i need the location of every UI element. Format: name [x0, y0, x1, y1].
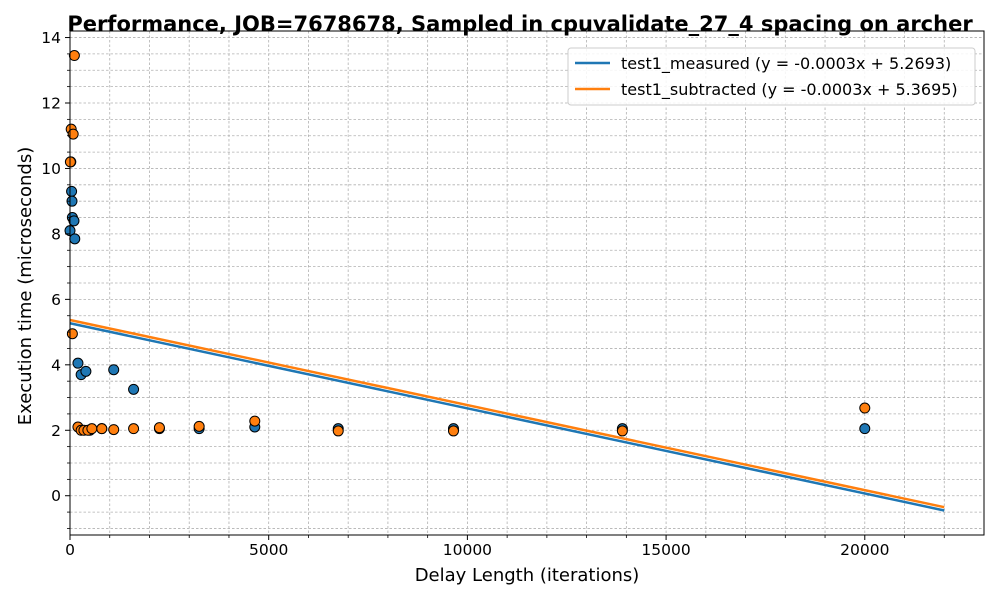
point-test1_measured [80, 365, 92, 377]
legend-label-measured: test1_measured (y = -0.0003x + 5.2693) [621, 54, 951, 74]
point-test1_subtracted [153, 422, 165, 434]
x-tick-label: 15000 [641, 541, 690, 559]
point-test1_subtracted [616, 425, 628, 437]
point-test1_subtracted [86, 423, 98, 435]
y-tick-label: 2 [51, 422, 61, 440]
point-test1_measured [68, 215, 80, 227]
point-test1_subtracted [67, 128, 79, 140]
data-points [64, 50, 871, 437]
legend-box [567, 47, 976, 106]
point-test1_measured [128, 383, 140, 395]
point-test1_subtracted [193, 420, 205, 432]
x-tick-label: 0 [65, 541, 75, 559]
point-test1_subtracted [332, 425, 344, 437]
legend: test1_measured (y = -0.0003x + 5.2693) t… [567, 47, 976, 106]
grid [70, 31, 984, 535]
y-axis-label: Execution time (microseconds) [15, 147, 36, 426]
x-tick-label: 10000 [443, 541, 492, 559]
point-test1_subtracted [68, 50, 80, 62]
point-test1_measured [69, 233, 81, 245]
y-tick-label: 4 [51, 356, 61, 374]
fit-lines [69, 318, 945, 512]
point-test1_measured [66, 195, 78, 207]
y-tick-label: 8 [51, 225, 61, 243]
x-axis-ticks: 0 5000 10000 15000 20000 [65, 535, 945, 559]
y-tick-label: 0 [51, 487, 61, 505]
y-tick-label: 6 [51, 291, 61, 309]
fit-line-test1_measured [69, 322, 945, 512]
point-test1_measured [859, 423, 871, 435]
point-test1_subtracted [66, 328, 78, 340]
x-axis-label: Delay Length (iterations) [415, 565, 640, 586]
y-axis-ticks: 0 2 4 6 8 10 12 14 [41, 29, 70, 529]
point-test1_measured [72, 357, 84, 369]
y-tick-label: 10 [41, 160, 61, 178]
point-test1_measured [66, 185, 78, 197]
point-test1_measured [108, 364, 120, 376]
chart-title: Performance, JOB=7678678, Sampled in cpu… [67, 12, 973, 36]
legend-label-subtracted: test1_subtracted (y = -0.0003x + 5.3695) [621, 80, 958, 100]
point-test1_subtracted [108, 424, 120, 436]
point-test1_subtracted [859, 402, 871, 414]
y-tick-label: 14 [41, 29, 61, 47]
y-tick-label: 12 [41, 95, 61, 113]
point-test1_subtracted [96, 423, 108, 435]
x-tick-label: 5000 [249, 541, 288, 559]
point-test1_subtracted [128, 423, 140, 435]
point-test1_subtracted [447, 425, 459, 437]
x-tick-label: 20000 [840, 541, 889, 559]
point-test1_subtracted [249, 415, 261, 427]
fit-line-test1_subtracted [69, 318, 945, 509]
